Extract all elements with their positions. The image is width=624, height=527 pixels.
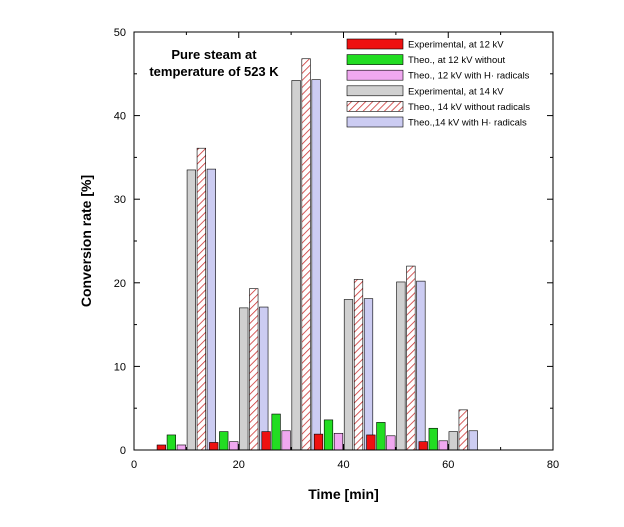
bar-s5-t50 (406, 265, 416, 451)
bar-s5-t40 (353, 279, 364, 451)
bar-s5-t20 (249, 288, 259, 451)
x-tick-label: 0 (131, 459, 137, 471)
bar-s4-t10 (186, 169, 196, 451)
legend-label-3: Theo., 12 kV with H· radicals (408, 71, 530, 82)
legend-swatch-5 (346, 101, 404, 112)
bar-s5-t60 (458, 409, 468, 451)
bar-s4-t60 (448, 431, 458, 451)
bar-s2-t50 (376, 422, 386, 451)
x-tick-label: 60 (442, 459, 454, 471)
annotation-line-1: Pure steam at (171, 47, 257, 62)
bar-s2-t20 (219, 431, 229, 451)
bar-s6-t60 (468, 430, 478, 451)
annotation-line-2: temperature of 523 K (149, 64, 279, 79)
y-axis-label: Conversion rate [%] (78, 175, 94, 307)
y-tick-label: 10 (114, 361, 126, 373)
bar-s3-t30 (281, 430, 291, 451)
bar-s2-t40 (323, 419, 334, 451)
bar-s6-t40 (363, 298, 374, 451)
legend-swatch-1 (346, 38, 404, 50)
y-tick-label: 0 (120, 445, 126, 457)
x-axis-label: Time [min] (308, 486, 379, 502)
bar-s6-t20 (259, 306, 269, 451)
bar-s2-t30 (271, 413, 281, 451)
bar-s4-t50 (396, 281, 406, 451)
bar-s1-t40 (313, 433, 324, 451)
bar-s1-t60 (418, 441, 428, 451)
bars-group (156, 58, 478, 451)
legend-label-6: Theo.,14 kV with H· radicals (408, 118, 527, 129)
axes-group: 0 20 40 60 80 0 10 20 30 40 50 Time [min] Conversion… (78, 27, 559, 502)
legend-label-2: Theo., at 12 kV without (408, 55, 506, 66)
bar-s1-t30 (261, 431, 271, 451)
y-tick-label: 20 (114, 278, 126, 290)
bar-s3-t50 (386, 435, 396, 451)
bar-s3-t10 (176, 444, 186, 451)
bar-s6-t50 (416, 280, 426, 451)
y-tick-label: 50 (114, 27, 126, 39)
bar-s1-t10 (156, 444, 166, 451)
bar-s2-t60 (428, 427, 438, 451)
bar-s6-t30 (311, 79, 321, 451)
bar-s3-t20 (229, 441, 239, 451)
bar-s6-t10 (206, 168, 216, 451)
legend-swatch-3 (346, 69, 404, 81)
bar-s2-t10 (166, 434, 176, 451)
legend-swatch-4 (346, 85, 404, 97)
bar-s3-t60 (438, 440, 448, 451)
y-tick-label: 40 (114, 111, 126, 123)
bar-s5-t10 (196, 147, 206, 451)
x-tick-label: 20 (233, 459, 245, 471)
annotation: Pure steam at temperature of 523 K (149, 47, 279, 79)
bar-s5-t30 (301, 58, 311, 451)
bar-s3-t40 (333, 432, 344, 451)
bar-s4-t20 (239, 307, 249, 451)
bar-s4-t40 (343, 299, 354, 451)
legend-swatch-6 (346, 116, 404, 128)
bar-s4-t30 (291, 80, 301, 451)
x-tick-label: 40 (337, 459, 349, 471)
legend-label-4: Experimental, at 14 kV (408, 86, 504, 97)
x-tick-label: 80 (547, 459, 559, 471)
bar-s1-t20 (209, 442, 219, 451)
bar-s1-t50 (366, 434, 376, 451)
y-tick-label: 30 (114, 194, 126, 206)
legend: Experimental, at 12 kV Theo., at 12 kV wi… (346, 38, 530, 129)
legend-swatch-2 (346, 54, 404, 65)
legend-label-5: Theo., 14 kV without radicals (408, 102, 530, 113)
legend-label-1: Experimental, at 12 kV (408, 40, 504, 51)
